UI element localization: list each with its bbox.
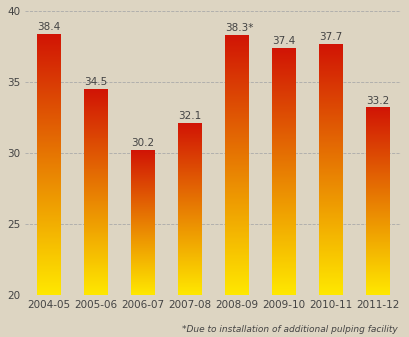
Text: 37.7: 37.7 bbox=[318, 32, 342, 42]
Text: 38.3*: 38.3* bbox=[225, 23, 253, 33]
Text: 37.4: 37.4 bbox=[271, 36, 294, 46]
Text: 34.5: 34.5 bbox=[83, 77, 107, 87]
Text: 38.4: 38.4 bbox=[37, 22, 60, 32]
Text: 30.2: 30.2 bbox=[130, 138, 154, 148]
Text: 32.1: 32.1 bbox=[178, 111, 201, 121]
Text: 33.2: 33.2 bbox=[365, 96, 388, 106]
Text: *Due to installation of additional pulping facility: *Due to installation of additional pulpi… bbox=[182, 325, 397, 334]
